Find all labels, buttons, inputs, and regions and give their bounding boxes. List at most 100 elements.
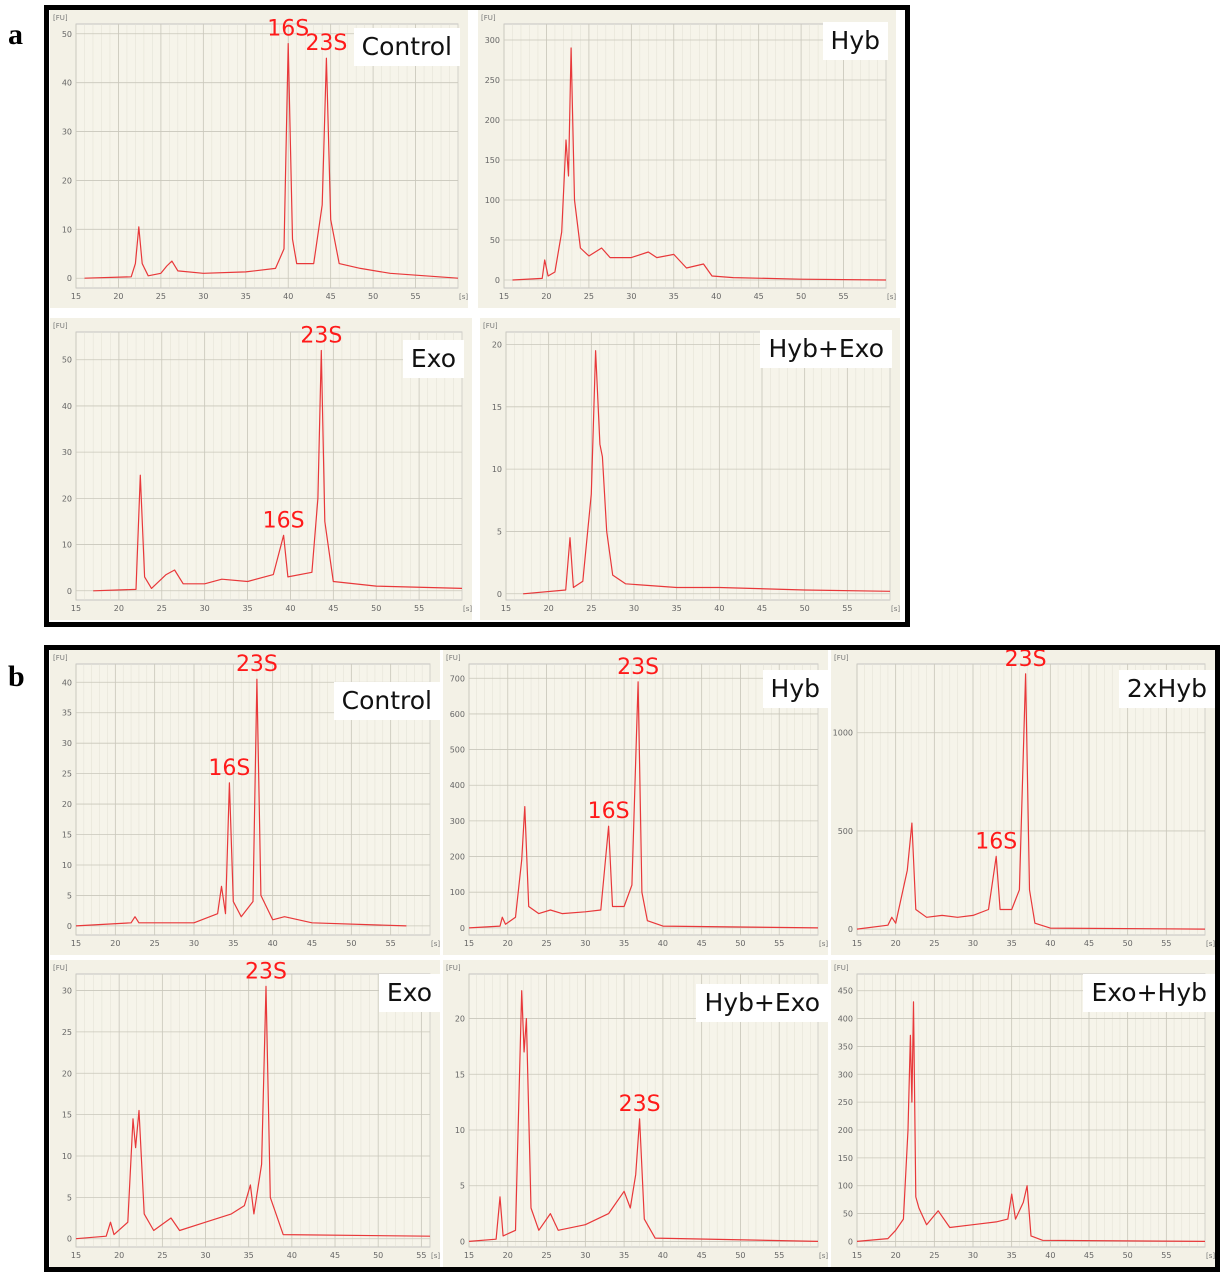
x-tick-label: 30 — [968, 1251, 978, 1260]
y-axis-unit: [FU] — [53, 322, 68, 330]
y-tick-label: 100 — [485, 196, 500, 205]
x-tick-label: 20 — [891, 1251, 901, 1260]
sample-title: Exo — [402, 340, 464, 378]
series-line-1 — [856, 673, 1206, 930]
electropherogram-b-9: 15 20 25 30 35 40 45 50 55 0 5 10 15 20 [FU] [s] 23S Hyb+… — [443, 960, 828, 1267]
y-tick-label: 5 — [67, 891, 72, 900]
x-tick-label: 35 — [228, 939, 238, 948]
y-tick-label: 300 — [838, 1070, 853, 1079]
x-tick-label: 30 — [200, 604, 210, 613]
y-tick-label: 400 — [838, 1015, 853, 1024]
y-tick-label: 20 — [62, 494, 72, 503]
x-tick-label: 20 — [541, 292, 551, 301]
y-axis-unit: [FU] — [446, 654, 461, 662]
sample-title: Hyb+Exo — [760, 330, 892, 368]
peak-label: 16S — [588, 799, 630, 824]
chart-svg: 15 20 25 30 35 40 45 50 55 0 5 10 15 20 [FU] [s] 23S — [446, 964, 828, 1260]
x-axis-unit: [s] — [1206, 940, 1215, 948]
electropherogram-b-7: 15 20 25 30 35 40 45 50 55 0 500 1000 [FU] [s] 23S 16S 2… — [831, 650, 1215, 955]
y-tick-label: 20 — [455, 1015, 465, 1024]
x-tick-label: 50 — [1123, 939, 1133, 948]
x-tick-label: 55 — [410, 292, 420, 301]
x-tick-label: 20 — [503, 939, 513, 948]
x-tick-label: 55 — [774, 1251, 784, 1260]
chart-svg: 15 20 25 30 35 40 45 50 55 0 500 1000 [FU] [s] 23S 16S — [833, 650, 1215, 948]
panel-letter-b: b — [8, 660, 25, 693]
electropherogram-a-1: 15 20 25 30 35 40 45 50 55 0 10 20 30 40 50 [FU] [s] 16S 2… — [50, 10, 468, 308]
sample-title: Hyb+Exo — [696, 984, 828, 1022]
chart-svg: 15 20 25 30 35 40 45 50 55 0 10 20 30 40 50 [FU] [s] 16S2… — [53, 14, 468, 301]
sample-title: Control — [353, 28, 460, 66]
x-tick-label: 50 — [371, 604, 381, 613]
x-tick-label: 55 — [386, 939, 396, 948]
y-axis-unit: [FU] — [53, 654, 68, 662]
x-tick-label: 40 — [268, 939, 278, 948]
peak-label: 23S — [300, 323, 342, 348]
y-axis-unit: [FU] — [53, 964, 68, 972]
y-axis-unit: [FU] — [481, 14, 496, 22]
y-tick-label: 0 — [67, 587, 72, 596]
y-tick-label: 50 — [62, 30, 72, 39]
y-axis-unit: [FU] — [483, 322, 498, 330]
electropherogram-a-4: 15 20 25 30 35 40 45 50 55 0 5 10 15 20 [FU] [s] Hyb+Exo — [480, 318, 900, 620]
x-axis-unit: [s] — [431, 1252, 440, 1260]
y-tick-label: 25 — [62, 1028, 72, 1037]
y-tick-label: 250 — [485, 76, 500, 85]
peak-label: 23S — [1005, 650, 1047, 672]
plot-area — [856, 973, 1206, 1248]
y-axis-unit: [FU] — [446, 964, 461, 972]
chart-svg: 15 20 25 30 35 40 45 50 55 0 50 100 150 200 250 300 [FU]… — [481, 14, 896, 301]
y-tick-label: 15 — [455, 1070, 465, 1079]
x-tick-label: 30 — [629, 604, 639, 613]
x-tick-label: 25 — [584, 292, 594, 301]
y-tick-label: 10 — [62, 225, 72, 234]
x-tick-label: 15 — [464, 939, 474, 948]
x-axis-unit: [s] — [891, 605, 900, 613]
y-tick-label: 0 — [460, 1237, 465, 1246]
x-tick-label: 40 — [658, 939, 668, 948]
x-tick-label: 55 — [842, 604, 852, 613]
y-tick-label: 100 — [450, 888, 465, 897]
chart-svg: 15 20 25 30 35 40 45 50 55 0 50 100 150 200 250 300 350 4… — [834, 964, 1215, 1260]
sample-title: Hyb — [822, 22, 888, 60]
x-axis-unit: [s] — [459, 293, 468, 301]
x-tick-label: 55 — [838, 292, 848, 301]
series-line-1 — [512, 47, 887, 281]
x-tick-label: 50 — [735, 1251, 745, 1260]
x-tick-label: 30 — [198, 292, 208, 301]
y-tick-label: 10 — [455, 1126, 465, 1135]
x-tick-label: 40 — [714, 604, 724, 613]
series-line-1 — [523, 350, 891, 595]
y-tick-label: 10 — [62, 1152, 72, 1161]
series-line-1 — [468, 990, 819, 1242]
peak-label: 16S — [208, 756, 250, 781]
electropherogram-a-3: 15 20 25 30 35 40 45 50 55 0 10 20 30 40 50 [FU] [s] 23S 1… — [50, 318, 472, 620]
y-tick-label: 500 — [450, 746, 465, 755]
x-tick-label: 45 — [307, 939, 317, 948]
x-tick-label: 20 — [503, 1251, 513, 1260]
y-tick-label: 450 — [838, 987, 853, 996]
y-tick-label: 40 — [62, 678, 72, 687]
y-tick-label: 200 — [838, 1126, 853, 1135]
y-tick-label: 20 — [62, 800, 72, 809]
x-tick-label: 15 — [852, 939, 862, 948]
y-tick-label: 0 — [67, 922, 72, 931]
x-axis-unit: [s] — [1206, 1252, 1215, 1260]
y-tick-label: 10 — [492, 465, 502, 474]
y-tick-label: 5 — [460, 1182, 465, 1191]
y-tick-label: 700 — [450, 674, 465, 683]
x-axis-unit: [s] — [463, 605, 472, 613]
x-tick-label: 15 — [464, 1251, 474, 1260]
peak-label: 16S — [263, 508, 305, 533]
electropherogram-b-10: 15 20 25 30 35 40 45 50 55 0 50 100 150 200 250 300 350 4… — [831, 960, 1215, 1267]
y-tick-label: 300 — [485, 36, 500, 45]
y-tick-label: 30 — [62, 128, 72, 137]
peak-label: 23S — [305, 31, 347, 56]
peak-label: 16S — [267, 17, 309, 42]
x-tick-label: 40 — [283, 292, 293, 301]
y-tick-label: 15 — [62, 831, 72, 840]
y-tick-label: 200 — [485, 116, 500, 125]
plot-area — [75, 331, 463, 601]
x-tick-label: 45 — [754, 292, 764, 301]
y-tick-label: 0 — [67, 274, 72, 283]
